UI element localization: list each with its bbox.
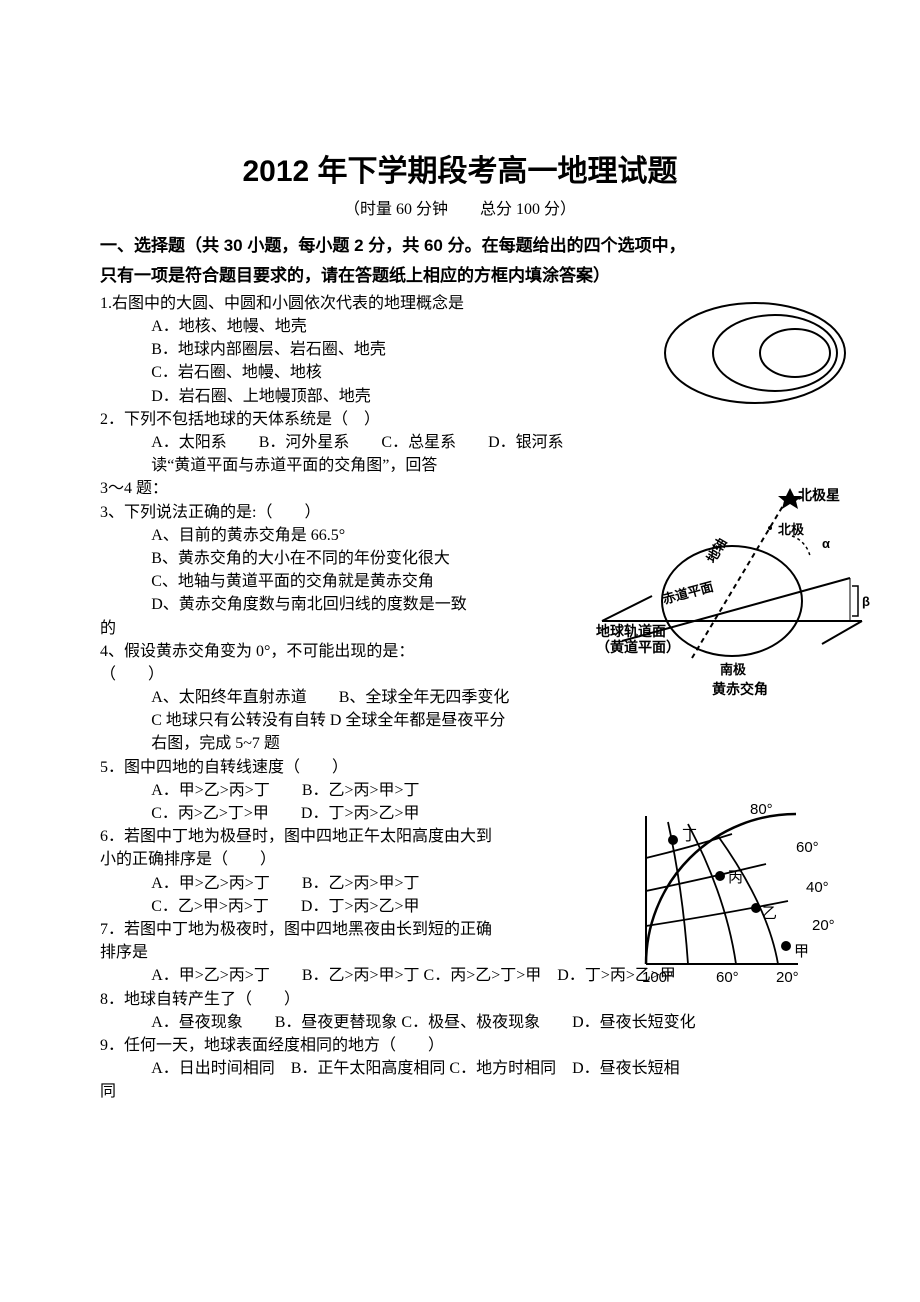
label-ecliptic-plane: （黄道平面） [596,639,680,655]
read-3-4: 读“黄道平面与赤道平面的交角图”，回答 [100,454,820,477]
label-polaris: 北极星 [798,487,840,503]
pt-yi: 乙 [762,906,777,922]
read-5-7: 右图，完成 5~7 题 [100,732,820,755]
exam-title: 2012 年下学期段考高一地理试题 [100,150,820,194]
pt-bing: 丙 [728,870,743,886]
label-equator-plane: 赤道平面 [661,579,715,607]
q9-opts-1: A．日出时间相同 B．正午太阳高度相同 C．地方时相同 D．昼夜长短相 [100,1057,820,1080]
exam-subtitle: （时量 60 分钟 总分 100 分） [100,198,820,221]
figure-ellipses [660,298,850,408]
lon-100: 100° [642,969,673,986]
pt-jia: 甲 [794,944,809,960]
lat-20: 20° [812,917,835,934]
section-1-line1: 一、选择题（共 30 小题，每小题 2 分，共 60 分。在每题给出的四个选项中… [100,231,820,262]
label-beta: β [862,594,870,609]
label-orbit-plane: 地球轨道面 [596,623,666,639]
pt-ding: 丁 [682,828,697,844]
figure-globe-quadrant: 80° 60° 40° 20° 100° 60° 20° 丁 丙 乙 甲 [628,796,858,986]
lat-60: 60° [796,839,819,856]
lat-80: 80° [750,801,773,818]
label-north-pole: 北极 [778,522,805,537]
label-south-pole: 南极 [720,662,747,677]
label-axis: 地轴 [704,535,730,565]
label-caption: 黄赤交角 [712,681,768,696]
q9-stem: 9．任何一天，地球表面经度相同的地方（ ） [100,1034,820,1057]
q5-stem: 5．图中四地的自转线速度（ ） [100,756,820,779]
page: 2012 年下学期段考高一地理试题 （时量 60 分钟 总分 100 分） 一、… [0,0,920,1302]
q9-opts-2: 同 [100,1080,820,1103]
lat-40: 40° [806,879,829,896]
q2-opts: A．太阳系 B．河外星系 C．总星系 D．银河系 [100,431,820,454]
q2-stem: 2．下列不包括地球的天体系统是（ ） [100,408,820,431]
section-1-line2: 只有一项是符合题目要求的，请在答题纸上相应的方框内填涂答案） [100,261,820,292]
lon-60: 60° [716,969,739,986]
figure-ecliptic-diagram: 北极星 北极 α β 地轴 赤道平面 地球轨道面 （黄道平面） 南极 黄赤交角 [592,486,872,696]
lon-20: 20° [776,969,799,986]
q4-opts-cd: C 地球只有公转没有自转 D 全球全年都是昼夜平分 [100,709,820,732]
q8-opts: A．昼夜现象 B．昼夜更替现象 C．极昼、极夜现象 D．昼夜长短变化 [100,1011,820,1034]
q8-stem: 8．地球自转产生了（ ） [100,988,820,1011]
label-alpha: α [822,536,830,551]
